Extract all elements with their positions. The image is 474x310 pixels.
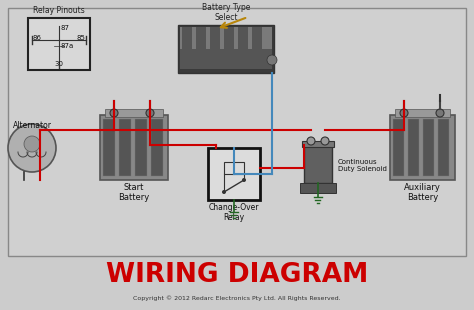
- Text: Relay Pinouts: Relay Pinouts: [33, 6, 85, 15]
- Circle shape: [267, 55, 277, 65]
- Circle shape: [307, 137, 315, 145]
- Text: WIRING DIAGRAM: WIRING DIAGRAM: [106, 262, 368, 288]
- Bar: [302, 141, 334, 147]
- Bar: [180, 49, 272, 69]
- Text: Alternator: Alternator: [12, 121, 52, 130]
- Bar: [208, 148, 260, 200]
- Circle shape: [222, 190, 226, 194]
- Text: Start
Battery: Start Battery: [118, 183, 150, 202]
- Text: Battery Type
Select: Battery Type Select: [202, 2, 250, 22]
- Text: Continuous
Duty Solenoid: Continuous Duty Solenoid: [338, 158, 387, 171]
- Bar: [105, 109, 163, 117]
- Bar: [196, 27, 206, 49]
- Bar: [390, 115, 455, 180]
- Bar: [252, 27, 262, 49]
- Circle shape: [321, 137, 329, 145]
- Circle shape: [400, 109, 408, 117]
- Bar: [0, 258, 474, 310]
- Text: 87a: 87a: [61, 43, 74, 49]
- Text: 30: 30: [55, 61, 64, 67]
- Bar: [224, 27, 234, 49]
- Bar: [178, 25, 274, 73]
- Bar: [224, 162, 244, 174]
- Bar: [119, 119, 131, 176]
- Circle shape: [110, 109, 118, 117]
- Bar: [100, 115, 168, 180]
- Bar: [182, 27, 192, 49]
- Bar: [210, 27, 220, 49]
- Bar: [180, 27, 272, 49]
- Circle shape: [242, 178, 246, 182]
- Bar: [300, 183, 336, 193]
- Bar: [135, 119, 147, 176]
- Bar: [151, 119, 163, 176]
- Text: 86: 86: [33, 35, 42, 41]
- Bar: [408, 119, 419, 176]
- Bar: [8, 8, 466, 256]
- Bar: [103, 119, 115, 176]
- Text: Copyright © 2012 Redarc Electronics Pty Ltd. All Rights Reserved.: Copyright © 2012 Redarc Electronics Pty …: [133, 295, 341, 301]
- Text: 85: 85: [76, 35, 85, 41]
- Bar: [423, 119, 434, 176]
- Bar: [393, 119, 404, 176]
- Bar: [395, 109, 450, 117]
- Bar: [238, 27, 248, 49]
- Circle shape: [146, 109, 154, 117]
- Bar: [438, 119, 449, 176]
- Bar: [28, 18, 90, 70]
- Circle shape: [24, 136, 40, 152]
- Circle shape: [8, 124, 56, 172]
- Bar: [304, 145, 332, 183]
- Text: 87: 87: [61, 25, 70, 31]
- Circle shape: [436, 109, 444, 117]
- Text: Auxiliary
Battery: Auxiliary Battery: [404, 183, 441, 202]
- Text: Change-Over
Relay: Change-Over Relay: [209, 203, 259, 222]
